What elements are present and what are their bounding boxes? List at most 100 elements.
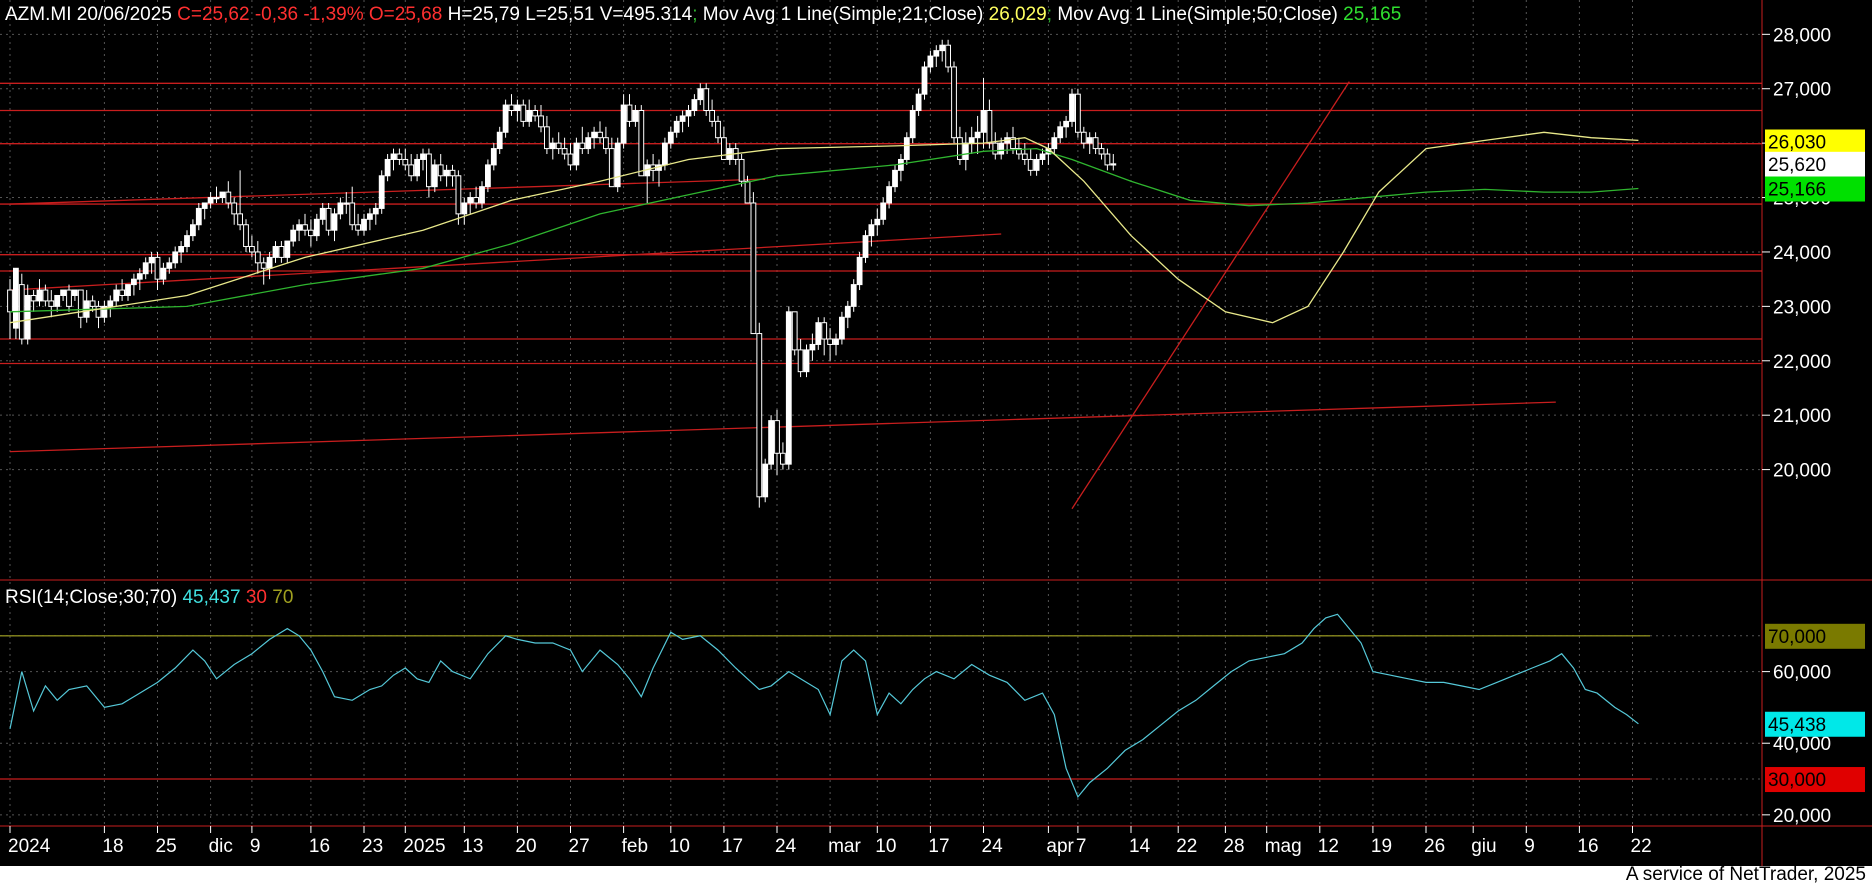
candle [18, 273, 25, 345]
candle-body [591, 131, 598, 139]
candle [455, 170, 462, 225]
chart-header: AZM.MI 20/06/2025 C=25,62 -0,36 -1,39% O… [5, 4, 1402, 25]
candle-body [862, 235, 869, 258]
candle [24, 284, 31, 345]
candle-body [479, 186, 485, 204]
candle-body [785, 311, 792, 465]
candle [420, 148, 426, 171]
candle [768, 415, 775, 470]
candle [54, 294, 61, 312]
candle [821, 317, 828, 356]
candle [1051, 132, 1058, 155]
candle-body [207, 197, 214, 204]
candle-body [66, 289, 72, 307]
candle [762, 458, 769, 503]
candle-body [36, 289, 43, 302]
symbol: AZM.MI [5, 4, 72, 25]
time-tick-label: 10 [875, 836, 896, 857]
candle [939, 39, 946, 62]
trendline [9, 401, 1556, 453]
rsi-tag-box [1765, 767, 1865, 793]
candle-body [1104, 153, 1111, 166]
candle-body [791, 311, 798, 351]
time-tick-label: mag [1265, 836, 1302, 857]
candle-body [579, 142, 586, 150]
time-tick-label: 23 [362, 836, 383, 857]
candle-body [89, 300, 96, 307]
candle-body [113, 289, 120, 302]
candle-body [738, 158, 745, 182]
candle [1092, 132, 1099, 155]
candle-body [461, 202, 468, 215]
time-tick-label: 25 [156, 836, 177, 857]
candle [756, 322, 763, 508]
candle-body [266, 256, 273, 269]
close-value: C=25,62 [177, 4, 250, 25]
change-value: -0,36 [254, 4, 299, 25]
volume-value: V=495.314 [599, 4, 693, 25]
candle [296, 219, 303, 242]
candle [355, 213, 362, 236]
candle [974, 115, 981, 155]
candle-body [721, 137, 727, 160]
candle [1063, 115, 1069, 138]
candle [697, 83, 704, 106]
rsi-header: RSI(14;Close;30;70) 45,437 30 70 [5, 587, 293, 609]
candle-body [431, 164, 438, 188]
candle-body [697, 88, 704, 101]
candle-body [378, 175, 385, 209]
candle-body [909, 109, 916, 139]
candle [721, 126, 727, 160]
candle-body [992, 142, 999, 155]
candle-body [449, 169, 456, 177]
candle-body [496, 131, 503, 150]
candle [113, 284, 120, 307]
rsi-tag: 70,000 [1765, 623, 1865, 649]
candle [620, 94, 627, 149]
candle-body [414, 158, 421, 177]
candle-body [927, 55, 934, 68]
candle-body [284, 240, 291, 258]
price-tag-box [1765, 176, 1865, 202]
candle [107, 295, 114, 318]
rsi-tag-label: 30,000 [1768, 770, 1826, 791]
candle [308, 219, 314, 247]
candle-body [514, 104, 521, 111]
candle [614, 137, 621, 193]
candle [178, 241, 184, 263]
candle [272, 241, 279, 263]
candle-body [715, 120, 721, 139]
rsi-tag-box [1765, 711, 1865, 737]
candle [544, 115, 550, 155]
candle [591, 126, 598, 149]
candle-body [337, 202, 344, 215]
candle-body [331, 213, 338, 231]
candle [986, 99, 993, 149]
candle-body [60, 289, 67, 296]
candle [632, 105, 639, 127]
candle-body [396, 153, 403, 160]
candle-body [833, 338, 839, 345]
candle-body [662, 142, 668, 166]
candle [201, 202, 208, 220]
candle [325, 202, 332, 236]
rsi-tag-label: 70,000 [1768, 627, 1826, 648]
price-tick-label: 24,000 [1773, 243, 1831, 264]
candle [66, 284, 72, 312]
candle-body [95, 305, 102, 318]
candle [479, 181, 485, 209]
candle-body [467, 197, 474, 204]
candle-body [178, 246, 184, 253]
candle [951, 61, 957, 144]
candle [833, 333, 839, 356]
candle [30, 290, 37, 312]
ma21-line [9, 131, 1639, 324]
candle-body [945, 44, 952, 68]
change-pct: -1,39% [303, 4, 364, 25]
candle-body [632, 109, 639, 122]
candle-body [544, 126, 550, 150]
candle-body [172, 251, 179, 264]
price-tag: 26,030 [1765, 129, 1865, 155]
time-tick-label: mar [828, 836, 861, 857]
candle-body [1051, 137, 1058, 150]
